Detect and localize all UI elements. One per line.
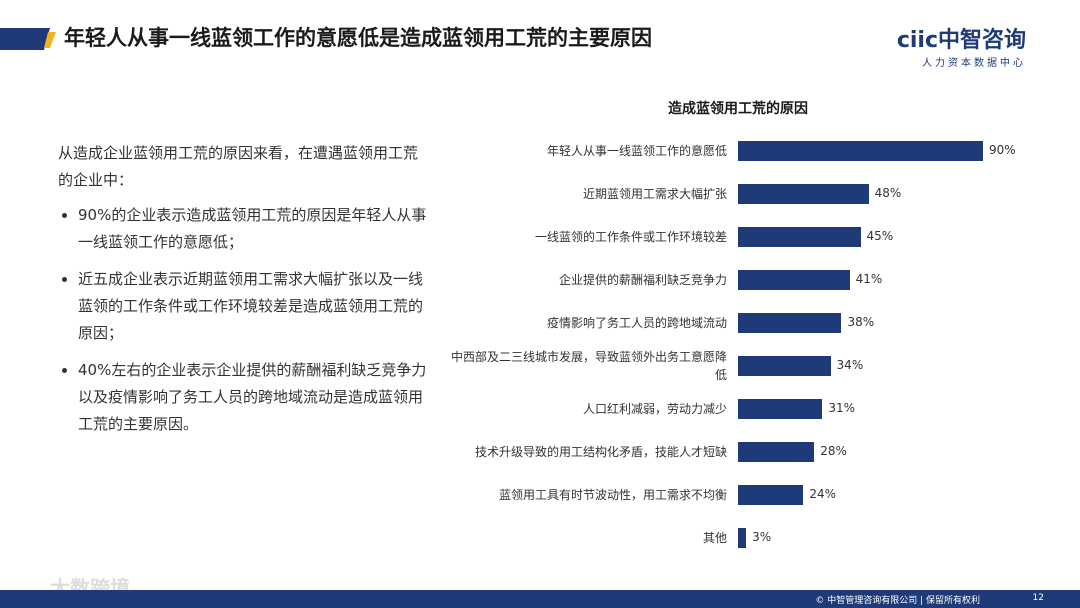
page-number: 12 xyxy=(1032,593,1044,603)
slide-title: 年轻人从事一线蓝领工作的意愿低是造成蓝领用工荒的主要原因 xyxy=(64,26,652,50)
bar xyxy=(738,270,850,290)
bar xyxy=(738,485,804,505)
category-label: 蓝领用工具有时节波动性，用工需求不均衡 xyxy=(498,488,727,502)
category-label: 其他 xyxy=(702,531,727,545)
logo: ciic中智咨询 xyxy=(896,28,1026,53)
title-accent xyxy=(0,28,56,50)
bar xyxy=(738,399,823,419)
value-label: 3% xyxy=(752,530,772,544)
bar xyxy=(738,356,831,376)
category-label: 近期蓝领用工需求大幅扩张 xyxy=(582,187,727,201)
value-label: 31% xyxy=(828,401,856,415)
value-label: 45% xyxy=(866,229,894,243)
intro: 从造成企业蓝领用工荒的原因来看，在遭遇蓝领用工荒的企业中： xyxy=(58,144,419,189)
bullet: 40%左右的企业表示企业提供的薪酬福利缺乏竞争力以及疫情影响了务工人员的跨地域流… xyxy=(78,357,428,438)
value-label: 41% xyxy=(855,272,883,286)
value-label: 34% xyxy=(836,358,864,372)
category-label: 疫情影响了务工人员的跨地域流动 xyxy=(546,316,727,330)
category-label: 人口红利减弱，劳动力减少 xyxy=(582,402,727,416)
category-label: 中西部及二三线城市发展，导致蓝领外出务工意愿降低 xyxy=(450,350,727,382)
category-label: 企业提供的薪酬福利缺乏竞争力 xyxy=(558,273,727,287)
value-label: 38% xyxy=(847,315,875,329)
logo-subtitle: 人力资本数据中心 xyxy=(922,58,1026,69)
chart-title: 造成蓝领用工荒的原因 xyxy=(668,101,808,117)
category-label: 年轻人从事一线蓝领工作的意愿低 xyxy=(546,144,727,158)
bar xyxy=(738,313,842,333)
bar xyxy=(738,184,869,204)
bullet: 近五成企业表示近期蓝领用工需求大幅扩张以及一线蓝领的工作条件或工作环境较差是造成… xyxy=(78,266,428,347)
value-label: 24% xyxy=(809,487,836,501)
value-label: 28% xyxy=(820,444,847,458)
bullet-list: 90%的企业表示造成蓝领用工荒的原因是年轻人从事一线蓝领工作的意愿低； 近五成企… xyxy=(58,202,428,438)
copyright: © 中智管理咨询有限公司 | 保留所有权利 xyxy=(815,596,980,606)
bar xyxy=(738,227,861,247)
value-label: 48% xyxy=(874,186,902,200)
footer-bar xyxy=(0,590,1080,608)
value-label: 90% xyxy=(989,143,1016,157)
bar xyxy=(738,528,747,548)
category-label: 技术升级导致的用工结构化矛盾，技能人才短缺 xyxy=(474,445,727,459)
bar xyxy=(738,141,983,161)
category-label: 一线蓝领的工作条件或工作环境较差 xyxy=(534,230,727,244)
body-text: 从造成企业蓝领用工荒的原因来看，在遭遇蓝领用工荒的企业中： 90%的企业表示造成… xyxy=(58,140,428,448)
bullet: 90%的企业表示造成蓝领用工荒的原因是年轻人从事一线蓝领工作的意愿低； xyxy=(78,202,428,256)
bar xyxy=(738,442,815,462)
